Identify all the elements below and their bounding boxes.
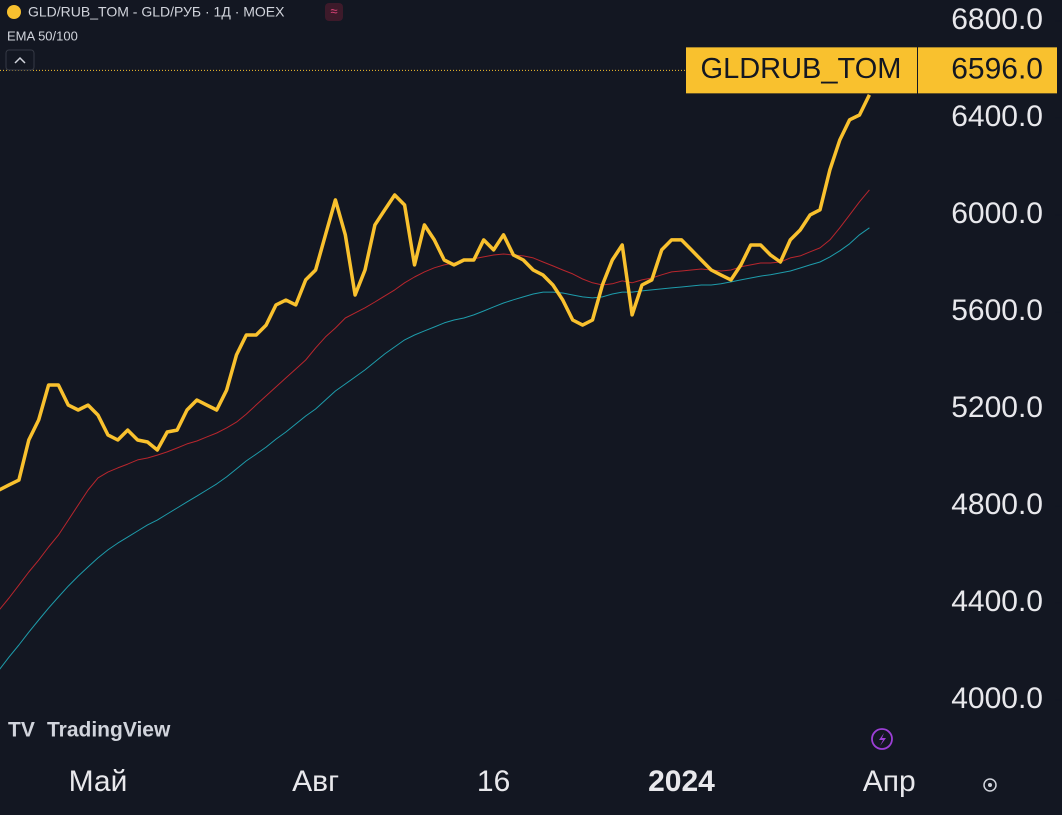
y-tick-label: 5200.0 — [951, 391, 1043, 424]
lightning-icon — [879, 733, 886, 746]
y-tick-label: 4400.0 — [951, 585, 1043, 618]
x-tick-label: 2024 — [648, 765, 715, 798]
price-tag — [918, 47, 1057, 94]
indicator-label: EMA 50/100 — [7, 28, 78, 43]
x-tick-label: Авг — [292, 765, 339, 798]
x-tick-label: 16 — [477, 765, 510, 798]
x-tick-label: Май — [69, 765, 128, 798]
y-tick-label: 4000.0 — [951, 682, 1043, 715]
symbol-icon — [7, 5, 21, 19]
lightning-button[interactable] — [871, 728, 893, 750]
series-line — [0, 227, 870, 670]
collapse-button[interactable] — [5, 49, 35, 71]
chart-title: GLD/RUB_TOM - GLD/РУБ · 1Д · MOEX — [28, 4, 285, 20]
plot-area — [0, 69, 871, 670]
watermark: TradingView — [47, 719, 171, 742]
y-tick-label: 5600.0 — [951, 294, 1043, 327]
price-tag-label: 6596.0 — [951, 52, 1043, 85]
settings-dot — [988, 783, 992, 787]
series-line — [0, 189, 870, 610]
x-tick-label: Апр — [863, 765, 916, 798]
status-icon[interactable] — [325, 3, 343, 21]
status-glyph: ≈ — [330, 3, 337, 18]
collapse-caret — [14, 56, 26, 64]
y-tick-label: 4800.0 — [951, 488, 1043, 521]
logo-mark: TV — [8, 719, 35, 742]
series-tag — [686, 47, 917, 94]
y-tick-label: 6000.0 — [951, 197, 1043, 230]
series-line — [0, 94, 871, 492]
settings-button[interactable] — [983, 778, 997, 792]
y-tick-label: 6400.0 — [951, 100, 1043, 133]
series-tag-label: GLDRUB_TOM — [701, 53, 902, 85]
y-tick-label: 6800.0 — [951, 3, 1043, 36]
